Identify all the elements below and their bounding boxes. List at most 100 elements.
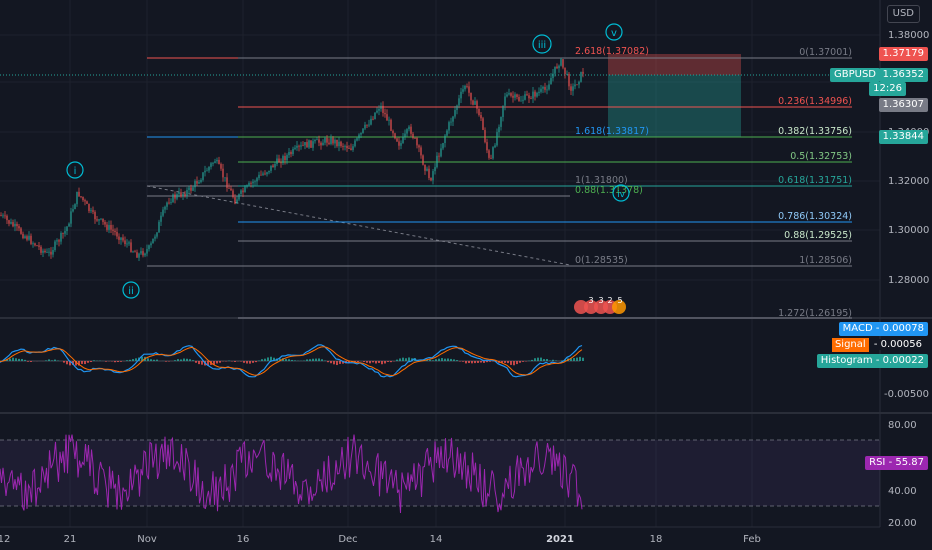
candle-body (290, 151, 292, 155)
candle-body (16, 223, 18, 227)
candle-body (306, 142, 308, 148)
candle-body (154, 236, 156, 239)
candle-body (120, 237, 122, 240)
candle-body (172, 194, 174, 203)
macd-histogram-bar (207, 361, 209, 366)
macd-histogram-bar (51, 360, 53, 361)
event-markers[interactable]: 3 3 2 5 (574, 296, 626, 314)
macd-histogram-bar (243, 361, 245, 363)
macd-histogram-bar (156, 359, 158, 361)
macd-histogram-bar (450, 358, 452, 361)
candle-body (376, 110, 378, 113)
candle-body (226, 177, 228, 188)
macd-histogram-bar (240, 361, 242, 362)
candle-body (42, 250, 44, 253)
event-marker-flag[interactable] (574, 300, 588, 314)
macd-histogram-bar (126, 360, 128, 361)
candle-body (180, 192, 182, 197)
candle-body (222, 168, 224, 178)
signal-legend[interactable]: Signal - 0.00056 (828, 338, 928, 352)
take-profit-zone[interactable] (608, 75, 741, 137)
candle-body (68, 223, 70, 227)
candle-body (62, 233, 64, 234)
candle-body (294, 147, 296, 149)
macd-histogram-bar (399, 358, 401, 361)
macd-legend[interactable]: MACD - 0.00078 (838, 322, 928, 336)
candle-body (254, 181, 256, 183)
candle-body (510, 93, 512, 96)
candle-body (492, 147, 494, 159)
fib-r-label-05: 0.5(1.32753) (790, 151, 852, 162)
candle-body (344, 145, 346, 147)
candle-body (264, 173, 266, 175)
rsi-legend[interactable]: RSI - 55.87 (865, 456, 928, 470)
candle-body (320, 142, 322, 146)
candle-body (104, 221, 106, 225)
candle-body (250, 182, 252, 184)
macd-histogram-bar (366, 361, 368, 363)
macd-histogram-bar (153, 359, 155, 361)
macd-histogram-bar (354, 361, 356, 362)
candle-body (268, 170, 270, 173)
macd-histogram-bar (456, 360, 458, 361)
wave-label-iv[interactable]: iv (612, 184, 630, 202)
currency-button[interactable]: USD (886, 5, 920, 23)
candle-body (356, 138, 358, 141)
fib-r-label-0786: 0.786(1.30324) (778, 211, 852, 222)
macd-histogram-bar (582, 357, 584, 361)
stop-loss-zone[interactable] (608, 54, 741, 75)
macd-histogram-bar (90, 361, 92, 363)
price-candles[interactable] (0, 57, 584, 261)
candle-body (408, 126, 410, 130)
candle-body (474, 101, 476, 105)
macd-pane[interactable] (0, 344, 584, 378)
time-tick: Nov (137, 534, 157, 545)
candle-body (70, 211, 72, 224)
wave-ii-text: ii (128, 286, 134, 297)
macd-histogram-bar (105, 361, 107, 362)
candle-body (522, 99, 524, 101)
macd-histogram-bar (480, 361, 482, 363)
time-tick: 21 (64, 534, 77, 545)
candle-body (486, 142, 488, 151)
macd-histogram-bar (246, 361, 248, 364)
price-tick: 1.32000 (888, 176, 929, 187)
rsi-pane[interactable] (0, 434, 880, 514)
candle-body (416, 137, 418, 146)
candle-body (36, 245, 38, 247)
candle-body (498, 126, 500, 133)
candle-body (564, 67, 566, 75)
fib-retracement-tool[interactable] (238, 57, 852, 319)
candle-body (514, 94, 516, 98)
histogram-legend[interactable]: Histogram - 0.00022 (816, 354, 928, 368)
wave-label-v[interactable]: v (605, 23, 623, 41)
candle-body (126, 243, 128, 245)
wave-label-iii[interactable]: iii (532, 34, 552, 54)
macd-histogram-bar (453, 359, 455, 361)
wave-label-ii[interactable]: ii (122, 281, 140, 299)
event-count: 2 (607, 296, 612, 305)
macd-histogram-bar (216, 361, 218, 364)
candle-body (364, 124, 366, 129)
candle-body (426, 168, 428, 171)
candle-body (88, 203, 90, 212)
candle-body (274, 163, 276, 168)
event-marker[interactable] (584, 300, 598, 314)
macd-histogram-bar (249, 361, 251, 364)
symbol-badge[interactable]: GBPUSD (829, 68, 880, 82)
candle-body (72, 209, 74, 212)
time-tick: 12 (0, 534, 10, 545)
candle-body (292, 148, 294, 155)
event-count: 3 (598, 296, 603, 305)
wave-label-i[interactable]: i (66, 161, 84, 179)
rsi-axis[interactable]: 80.00 40.00 20.00 (888, 420, 917, 529)
candle-body (20, 228, 22, 234)
time-axis[interactable]: 12 21 Nov 16 Dec 14 2021 18 Feb (0, 534, 761, 545)
candle-body (86, 201, 88, 204)
candle-body (300, 145, 302, 147)
candle-body (280, 162, 282, 164)
macd-histogram-bar (318, 358, 320, 361)
event-marker[interactable] (612, 300, 626, 314)
macd-histogram-bar (333, 361, 335, 365)
